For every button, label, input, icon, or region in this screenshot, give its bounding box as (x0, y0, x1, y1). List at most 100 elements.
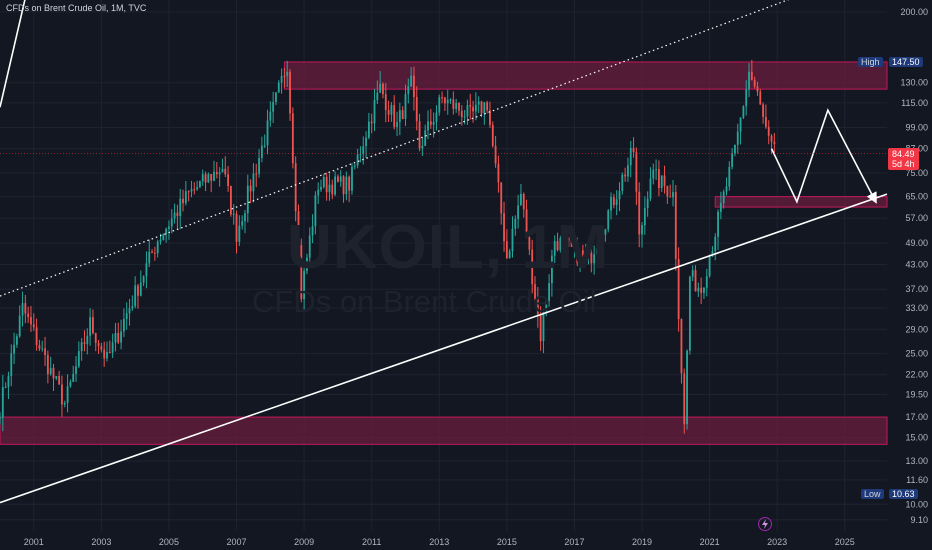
candle-body (734, 144, 736, 154)
candle-body (89, 317, 92, 336)
candle-body (773, 141, 776, 145)
candle-body (359, 153, 362, 155)
candle-body (162, 234, 165, 240)
candle-body (677, 258, 680, 320)
candle-body (128, 308, 131, 314)
candle-body (590, 253, 593, 264)
bar-countdown: 5d 4h (892, 158, 915, 169)
price-axis: 200.00130.00115.0099.0087.0075.0065.0057… (900, 7, 928, 525)
candle-body (424, 130, 427, 146)
candle-body (244, 213, 246, 222)
candle-body (655, 169, 658, 171)
time-tick-label: 2019 (632, 537, 652, 547)
candle-body (356, 154, 359, 166)
candle-body (370, 121, 373, 124)
time-tick-label: 2021 (700, 537, 720, 547)
candle-body (168, 226, 170, 229)
time-tick-label: 2009 (294, 537, 314, 547)
candle-body (767, 126, 770, 136)
candle-body (756, 86, 759, 92)
candle-body (759, 91, 762, 105)
lightning-icon[interactable] (758, 517, 772, 531)
candle-body (21, 303, 24, 316)
candle-body (765, 116, 767, 127)
candle-body (241, 221, 244, 226)
candle-body (649, 178, 652, 199)
candle-body (615, 199, 618, 205)
candle-body (697, 287, 700, 292)
candle-body (55, 376, 58, 379)
candle-body (688, 276, 691, 351)
price-tick-label: 10.00 (905, 499, 928, 509)
candle-body (638, 191, 641, 235)
candle-body (753, 79, 756, 87)
candle-body (328, 184, 331, 193)
candle-body (570, 240, 573, 247)
time-tick-label: 2023 (767, 537, 787, 547)
candle-body (61, 384, 63, 405)
candle-body (246, 185, 249, 214)
candle-body (255, 173, 258, 175)
price-tick-label: 17.00 (905, 412, 928, 422)
candle-body (339, 176, 342, 182)
candle-body (92, 317, 94, 334)
candle-body (458, 103, 460, 111)
candle-body (587, 253, 590, 255)
candle-body (283, 75, 286, 77)
candle-body (193, 189, 196, 191)
candle-body (463, 116, 466, 118)
candle-body (624, 174, 627, 177)
candle-body (534, 284, 536, 299)
candle-body (435, 112, 438, 123)
candle-body (573, 243, 576, 247)
candle-body (238, 225, 241, 242)
candle-body (398, 110, 401, 123)
time-tick-label: 2007 (227, 537, 247, 547)
candle-body (277, 82, 280, 93)
candle-body (35, 327, 38, 345)
candle-body (308, 235, 311, 258)
time-tick-label: 2011 (362, 537, 381, 547)
candle-body (694, 270, 697, 292)
candle-body (728, 166, 731, 187)
price-tick-label: 11.60 (906, 475, 928, 485)
trendline-1 (0, 0, 26, 108)
candle-body (596, 248, 598, 255)
candle-body (550, 255, 553, 284)
candle-body (269, 111, 272, 121)
candle-body (669, 196, 672, 198)
candle-body (762, 104, 765, 117)
candle-body (657, 169, 660, 188)
candle-body (63, 402, 66, 405)
candle-body (345, 176, 348, 195)
candle-body (86, 335, 89, 344)
candle-body (384, 94, 387, 110)
candle-body (421, 145, 424, 149)
candle-body (663, 175, 666, 187)
candle-body (272, 102, 275, 112)
chart-legend[interactable]: CFDs on Brent Crude Oil, 1M, TVC (6, 3, 147, 13)
candle-body (176, 212, 179, 217)
candle-body (410, 75, 413, 87)
candle-body (190, 189, 193, 192)
candle-body (542, 311, 545, 342)
candle-body (711, 251, 714, 257)
zone-rect-2 (714, 196, 888, 208)
candle-body (674, 192, 677, 259)
candle-body (449, 99, 452, 101)
candle-body (258, 157, 260, 174)
candle-body (770, 135, 773, 142)
time-tick-label: 2005 (159, 537, 179, 547)
candle-body (106, 351, 108, 359)
candle-body (691, 270, 694, 277)
candle-body (297, 211, 300, 246)
candle-body (593, 254, 596, 264)
candle-body (418, 121, 421, 149)
price-tick-label: 75.00 (905, 168, 928, 178)
price-tick-label: 99.00 (905, 122, 928, 132)
candle-body (407, 86, 410, 95)
candle-body (443, 97, 446, 104)
candle-body (607, 210, 610, 230)
candle-body (505, 241, 508, 259)
